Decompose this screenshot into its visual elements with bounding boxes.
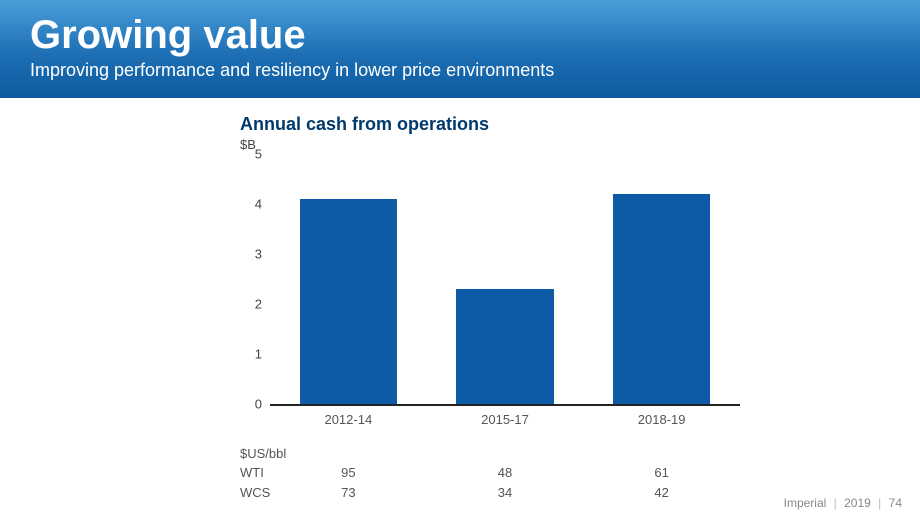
price-cell: 95 bbox=[341, 465, 355, 480]
chart-container: Annual cash from operations $B 012345 20… bbox=[240, 114, 770, 505]
chart-bar bbox=[456, 289, 553, 404]
price-table-row: WTI 95 48 61 bbox=[240, 465, 800, 485]
price-table-row: WCS 73 34 42 bbox=[240, 485, 800, 505]
chart-x-label: 2012-14 bbox=[324, 412, 372, 427]
price-row-label: WCS bbox=[240, 485, 300, 500]
chart-y-tick: 0 bbox=[240, 397, 262, 412]
chart-bar bbox=[300, 199, 397, 404]
footer-company: Imperial bbox=[784, 496, 827, 510]
price-table-rows: WTI 95 48 61 WCS 73 34 42 bbox=[240, 465, 800, 505]
chart-plot-area: 012345 bbox=[240, 156, 740, 406]
chart-x-label: 2018-19 bbox=[638, 412, 686, 427]
chart-title: Annual cash from operations bbox=[240, 114, 770, 135]
chart-x-labels: 2012-14 2015-17 2018-19 bbox=[270, 406, 770, 428]
chart-y-tick: 3 bbox=[240, 247, 262, 262]
price-row-label: WTI bbox=[240, 465, 300, 480]
chart-x-label: 2015-17 bbox=[481, 412, 529, 427]
slide-title: Growing value bbox=[30, 14, 890, 56]
slide-body: Annual cash from operations $B 012345 20… bbox=[0, 98, 920, 518]
chart-y-tick: 1 bbox=[240, 347, 262, 362]
slide-footer: Imperial | 2019 | 74 bbox=[784, 496, 902, 510]
price-table-header: $US/bbl bbox=[240, 446, 800, 461]
price-cell: 34 bbox=[498, 485, 512, 500]
slide-subtitle: Improving performance and resiliency in … bbox=[30, 60, 890, 81]
chart-y-tick: 5 bbox=[240, 147, 262, 162]
chart-y-tick: 4 bbox=[240, 197, 262, 212]
footer-separator: | bbox=[878, 496, 881, 510]
footer-separator: | bbox=[834, 496, 837, 510]
chart-unit-label: $B bbox=[240, 137, 770, 152]
price-cell: 61 bbox=[654, 465, 668, 480]
chart-y-tick: 2 bbox=[240, 297, 262, 312]
price-table: $US/bbl WTI 95 48 61 WCS 73 34 42 bbox=[240, 446, 800, 505]
price-cell: 42 bbox=[654, 485, 668, 500]
slide: Growing value Improving performance and … bbox=[0, 0, 920, 518]
price-cell: 48 bbox=[498, 465, 512, 480]
chart-grid: 012345 bbox=[270, 156, 740, 406]
price-cell: 73 bbox=[341, 485, 355, 500]
footer-page: 74 bbox=[889, 496, 902, 510]
footer-year: 2019 bbox=[844, 496, 871, 510]
chart-bar bbox=[613, 194, 710, 404]
header-banner: Growing value Improving performance and … bbox=[0, 0, 920, 98]
